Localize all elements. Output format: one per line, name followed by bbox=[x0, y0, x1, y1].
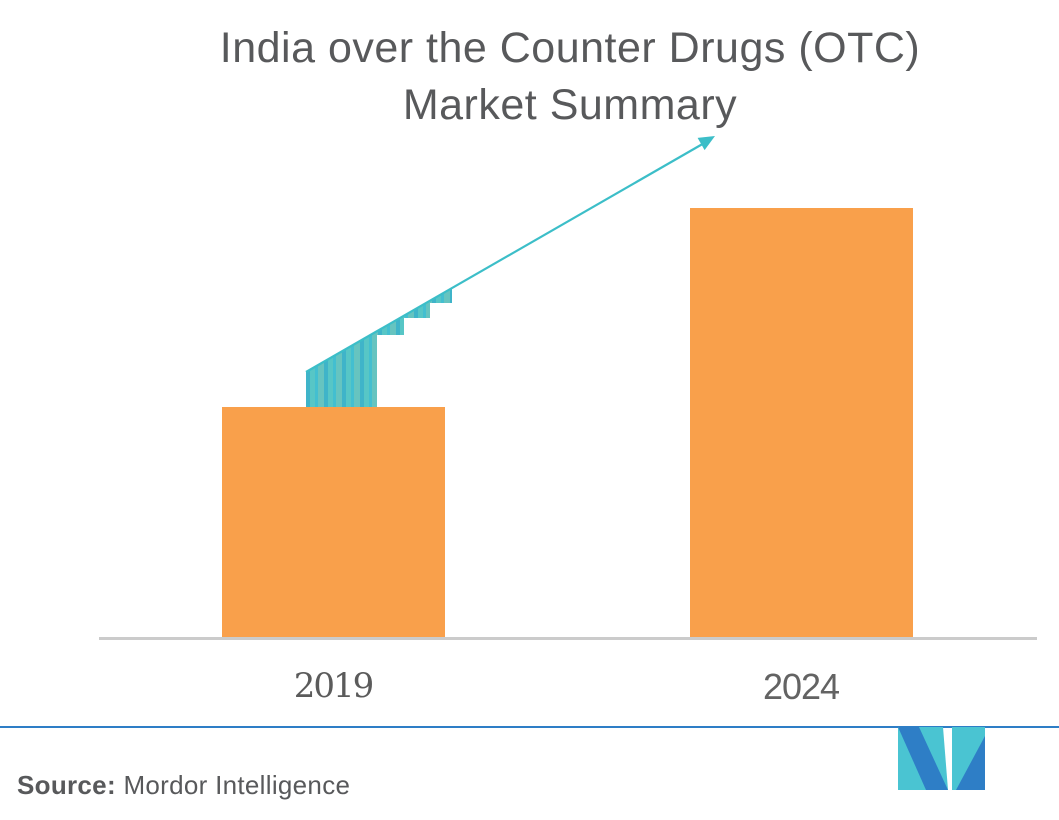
footer-divider-line bbox=[0, 726, 1059, 728]
logo-i-blue-triangle bbox=[956, 736, 985, 790]
growth-arrow-head bbox=[697, 136, 715, 151]
staircase-base-block bbox=[306, 331, 377, 407]
growth-staircase bbox=[306, 288, 452, 407]
growth-arrow-line bbox=[305, 141, 707, 373]
logo-letter-m bbox=[898, 727, 948, 790]
x-axis-line bbox=[99, 637, 1037, 640]
logo-m-blue-band bbox=[898, 727, 948, 790]
mordor-intelligence-logo bbox=[898, 727, 985, 790]
growth-arrow bbox=[305, 136, 715, 373]
source-value: Mordor Intelligence bbox=[123, 770, 351, 800]
x-tick-2019: 2019 bbox=[293, 666, 375, 706]
source-line: Source: Mordor Intelligence bbox=[17, 770, 350, 801]
logo-letter-i bbox=[952, 727, 985, 790]
bar-2024 bbox=[690, 208, 913, 639]
chart-title-line2: Market Summary bbox=[402, 81, 738, 129]
bar-2019 bbox=[222, 407, 445, 639]
source-label: Source: bbox=[17, 770, 116, 800]
x-tick-2024: 2024 bbox=[762, 666, 840, 707]
chart-title-line1: India over the Counter Drugs (OTC) bbox=[219, 24, 921, 72]
chart-title: India over the Counter Drugs (OTC) Marke… bbox=[0, 20, 1059, 134]
